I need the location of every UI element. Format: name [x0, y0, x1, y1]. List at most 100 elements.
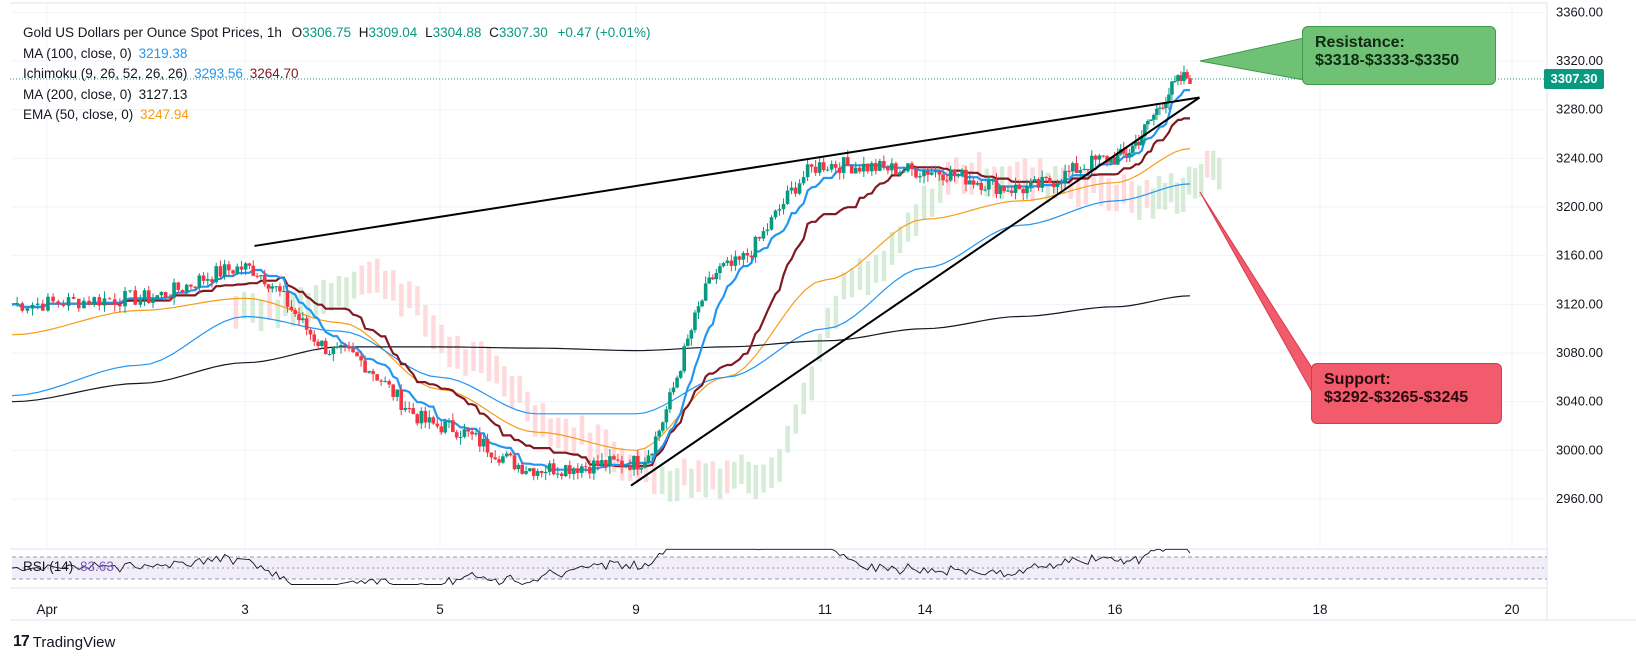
candle-body [1170, 81, 1174, 95]
ichimoku-value-1: 3293.56 [194, 66, 243, 81]
cloud-segment [455, 335, 460, 369]
ema50-value: 3247.94 [140, 107, 189, 122]
candle-body [443, 421, 447, 433]
candle-body [1032, 179, 1037, 182]
candle-body [833, 164, 838, 168]
candle-body [501, 456, 505, 463]
candle-body [218, 266, 223, 277]
candle-body [1006, 190, 1010, 192]
x-tick-label: 5 [436, 602, 444, 617]
cloud-segment [1198, 164, 1204, 197]
candle-body [189, 284, 193, 287]
candle-body [870, 163, 874, 172]
candle-body [323, 340, 328, 355]
candle-body [801, 177, 806, 184]
candle-body [419, 410, 424, 424]
candle-body [1134, 141, 1138, 146]
candle-body [262, 275, 267, 285]
candle-body [485, 438, 490, 453]
ma100-line [11, 183, 1191, 415]
candle-body [176, 282, 181, 290]
candle-body [470, 431, 474, 435]
candle-body [761, 231, 766, 239]
cloud-segment [509, 375, 515, 409]
symbol-title[interactable]: Gold US Dollars per Ounce Spot Prices, 1… [23, 25, 282, 40]
candle-body [539, 471, 544, 474]
rsi-value: 83.63 [80, 559, 114, 574]
candle-body [1070, 163, 1075, 172]
candle-body [952, 169, 957, 176]
cloud-segment [1204, 150, 1210, 178]
candle-body [1127, 152, 1132, 156]
cloud-segment [407, 281, 412, 309]
candle-body [255, 275, 259, 277]
cloud-segment [306, 293, 311, 323]
legend-ema50-row[interactable]: EMA (50, close, 0) 3247.94 [23, 105, 651, 126]
candle-body [789, 187, 794, 191]
cloud-segment [258, 299, 264, 332]
candle-body [359, 356, 363, 361]
candle-body [753, 236, 758, 258]
cloud-segment [1186, 166, 1192, 195]
candle-body [1013, 184, 1018, 193]
y-tick-label: 3240.00 [1556, 150, 1603, 165]
cloud-segment [336, 275, 342, 307]
candle-body [588, 467, 592, 474]
ohlc-close-label: C [489, 25, 499, 40]
candle-body [379, 380, 383, 382]
candle-body [259, 275, 263, 277]
cloud-segment [865, 260, 871, 296]
candle-body [308, 329, 313, 335]
candle-body [1155, 108, 1159, 115]
candle-body [1063, 170, 1067, 183]
candle-body [451, 420, 455, 433]
legend-ma200-row[interactable]: MA (200, close, 0) 3127.13 [23, 85, 651, 106]
candle-body [1182, 72, 1186, 81]
cloud-segment [1137, 185, 1142, 220]
cloud-segment [703, 463, 709, 498]
legend-ichimoku-row[interactable]: Ichimoku (9, 26, 52, 26, 26) 3293.56 326… [23, 64, 651, 85]
candle-body [682, 346, 687, 372]
candle-body [1097, 155, 1102, 160]
candle-body [41, 303, 45, 311]
candle-body [146, 290, 151, 303]
candle-body [718, 266, 722, 274]
ohlc-open-label: O [291, 25, 303, 40]
candle-body [1090, 155, 1094, 171]
cloud-segment [849, 268, 855, 298]
candle-body [580, 466, 584, 473]
candle-body [841, 157, 846, 173]
cloud-segment [801, 382, 806, 415]
cloud-segment [391, 270, 396, 301]
cloud-segment [415, 286, 420, 316]
candle-body [235, 266, 240, 274]
legend-ma100-row[interactable]: MA (100, close, 0) 3219.38 [23, 44, 651, 65]
candle-body [813, 166, 818, 173]
candle-body [411, 408, 416, 415]
candle-body [1173, 81, 1177, 83]
rsi-legend[interactable]: RSI (14) 83.63 [23, 559, 114, 574]
cloud-segment [1168, 173, 1174, 203]
tradingview-branding[interactable]: 17 TradingView [13, 633, 115, 651]
candle-body [793, 187, 798, 194]
cloud-segment [579, 415, 585, 445]
cloud-segment [905, 212, 911, 242]
candle-body [439, 426, 444, 433]
resistance-title: Resistance: [1315, 34, 1405, 51]
candle-body [1044, 176, 1048, 178]
candle-body [861, 163, 866, 172]
cloud-segment [478, 341, 484, 374]
cloud-segment [540, 403, 546, 438]
cloud-segment [1129, 181, 1134, 213]
candle-body [1082, 168, 1086, 171]
candle-body [355, 352, 359, 357]
candle-body [289, 306, 294, 310]
candle-body [351, 348, 355, 353]
cloud-segment [1098, 175, 1104, 207]
cloud-segment [463, 349, 468, 376]
ema50-label: EMA (50, close, 0) [23, 107, 134, 122]
candle-body [423, 410, 428, 423]
candle-body [304, 318, 309, 330]
candle-body [339, 345, 343, 347]
